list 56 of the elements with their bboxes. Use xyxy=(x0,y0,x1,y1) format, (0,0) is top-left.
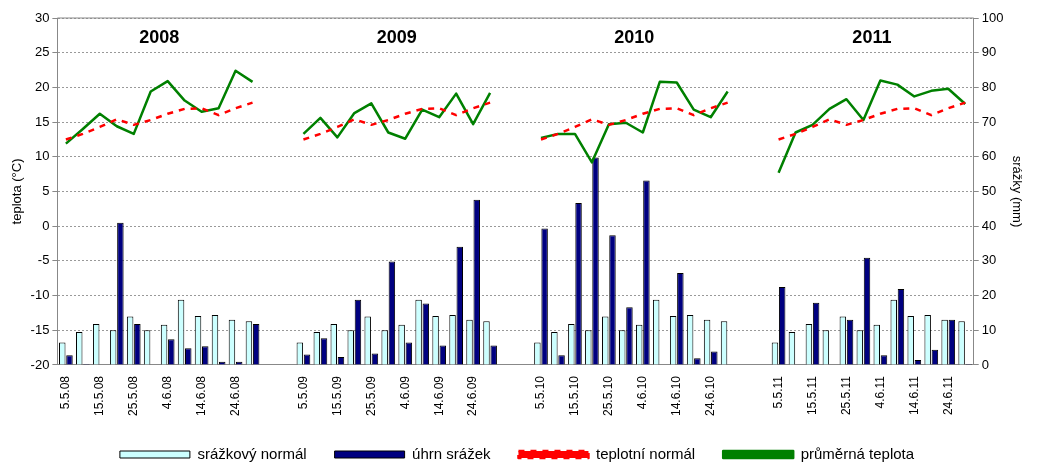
x-tick-label: 25.5.11 xyxy=(838,375,853,416)
y-tick-label: 20 xyxy=(34,78,50,94)
annotation: 2008 xyxy=(139,26,180,47)
legend-label: průměrná teplota xyxy=(800,444,915,462)
x-tick-label: 5.5.10 xyxy=(533,375,548,410)
y2-tick-label: 80 xyxy=(981,78,997,94)
annotation: 2010 xyxy=(614,26,655,47)
x-tick-label: 5.5.11 xyxy=(770,375,785,409)
y-tick-label: 15 xyxy=(34,113,50,129)
x-tick-label: 5.5.09 xyxy=(295,375,310,410)
y-axis-title: teplota (°C) xyxy=(9,158,25,225)
x-tick-label: 15.5.09 xyxy=(329,375,344,417)
y-tick-label: 0 xyxy=(42,217,50,233)
y2-tick-label: 0 xyxy=(981,356,989,372)
x-tick-label: 25.5.08 xyxy=(126,375,141,417)
annotation: 2009 xyxy=(376,26,417,47)
y-tick-label: 5 xyxy=(42,183,50,199)
x-tick-label: 15.5.10 xyxy=(567,375,582,417)
legend-label: teplotní normál xyxy=(595,444,696,462)
y-tick-label: 30 xyxy=(34,9,50,25)
y-tick-label: -15 xyxy=(30,321,50,337)
y-tick-label: 10 xyxy=(34,148,50,164)
y2-tick-label: 70 xyxy=(981,113,997,129)
x-tick-label: 24.6.09 xyxy=(465,375,480,417)
y2-tick-label: 40 xyxy=(981,217,997,233)
annotation: 2011 xyxy=(852,26,892,47)
y-tick-label: -10 xyxy=(30,287,50,303)
x-tick-label: 14.6.11 xyxy=(906,375,921,416)
x-tick-label: 15.5.08 xyxy=(92,375,107,417)
y2-tick-label: 20 xyxy=(981,287,997,303)
x-tick-label: 25.5.10 xyxy=(601,375,616,417)
x-tick-label: 15.5.11 xyxy=(804,375,819,416)
y2-tick-label: 50 xyxy=(981,183,997,199)
x-tick-label: 14.6.09 xyxy=(431,375,446,417)
x-tick-label: 24.6.11 xyxy=(940,375,955,416)
x-tick-label: 14.6.08 xyxy=(193,375,208,417)
y-tick-label: 25 xyxy=(34,44,50,60)
y2-tick-label: 90 xyxy=(981,44,997,60)
x-tick-label: 24.6.08 xyxy=(227,375,242,417)
x-tick-label: 5.5.08 xyxy=(58,375,73,410)
x-tick-label: 4.6.11 xyxy=(872,375,887,409)
y-tick-label: -20 xyxy=(30,356,50,372)
y2-tick-label: 10 xyxy=(981,321,997,337)
legend-label: srážkový normál xyxy=(197,444,307,462)
x-tick-label: 14.6.10 xyxy=(669,375,684,417)
x-tick-label: 25.5.09 xyxy=(363,375,378,417)
legend-label: úhrn srážek xyxy=(412,444,491,462)
y2-tick-label: 30 xyxy=(981,252,997,268)
x-tick-label: 24.6.10 xyxy=(703,375,717,417)
x-tick-label: 4.6.10 xyxy=(635,375,650,410)
x-tick-label: 4.6.09 xyxy=(397,375,412,410)
y2-axis-title: srážky (mm) xyxy=(1009,155,1025,228)
y2-tick-label: 60 xyxy=(981,148,997,164)
y-tick-label: -5 xyxy=(37,252,50,268)
y2-tick-label: 100 xyxy=(981,9,1004,25)
x-tick-label: 4.6.08 xyxy=(160,375,174,410)
